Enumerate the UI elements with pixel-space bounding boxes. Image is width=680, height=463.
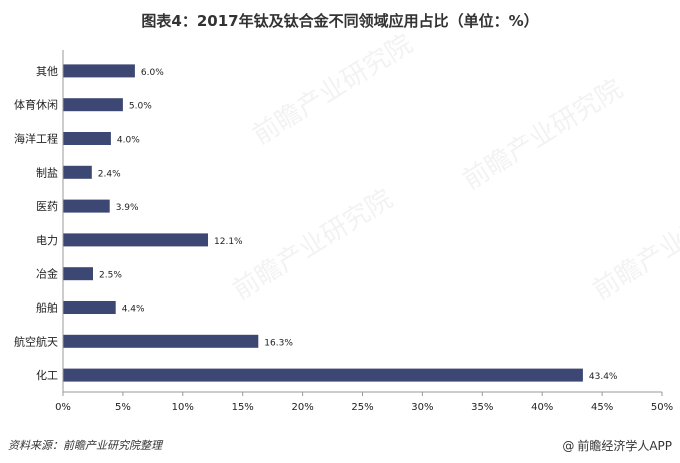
bar <box>63 233 208 247</box>
x-tick-label: 45% <box>591 402 613 413</box>
bar <box>63 165 92 179</box>
category-label: 海洋工程 <box>14 132 58 146</box>
bar <box>63 64 135 78</box>
x-tick-label: 35% <box>471 402 493 413</box>
value-label: 5.0% <box>129 102 152 112</box>
x-tick-label: 5% <box>115 402 131 413</box>
watermark-text: 前瞻产业研究院 <box>228 184 398 306</box>
watermark-text: 前瞻产业研究院 <box>588 184 680 306</box>
x-tick-label: 0% <box>55 402 71 413</box>
value-label: 43.4% <box>589 372 618 382</box>
value-label: 6.0% <box>141 68 164 78</box>
category-label: 电力 <box>36 234 58 247</box>
bar <box>63 368 583 382</box>
value-label: 16.3% <box>264 338 293 348</box>
x-tick-label: 25% <box>351 402 373 413</box>
x-tick-label: 30% <box>411 402 433 413</box>
value-label: 3.9% <box>116 203 139 213</box>
category-label: 冶金 <box>36 267 58 281</box>
category-label: 医药 <box>36 200 58 213</box>
bar <box>63 334 259 348</box>
value-label: 4.4% <box>122 305 145 315</box>
bars-group <box>63 64 583 382</box>
bar <box>63 301 116 314</box>
category-label: 制盐 <box>36 166 58 179</box>
value-labels-group: 6.0% 5.0% 4.0% 2.4% 3.9% 12.1% 2.5% 4.4% 16.3% 43… <box>98 68 618 382</box>
bar <box>63 98 123 112</box>
bar <box>63 199 110 213</box>
at-sign-icon: @ <box>562 438 575 453</box>
value-label: 2.5% <box>99 271 122 281</box>
watermark-text: 前瞻产业研究院 <box>248 29 418 151</box>
category-label: 船舶 <box>36 301 58 315</box>
brand-name: 前瞻经济学人APP <box>577 439 672 453</box>
x-tick-label: 50% <box>651 402 673 413</box>
watermark-text: 前瞻产业研究院 <box>458 74 628 196</box>
value-label: 12.1% <box>214 237 243 247</box>
x-tick-label: 40% <box>531 402 553 413</box>
value-label: 4.0% <box>117 136 140 146</box>
x-tick-label: 20% <box>291 402 313 413</box>
category-label: 其他 <box>36 65 58 78</box>
x-tick-label: 15% <box>232 402 254 413</box>
x-axis: 0% 5% 10% 15% 20% 25% 30% 35% 40% 45% 50% <box>55 50 673 413</box>
value-label: 2.4% <box>98 169 121 179</box>
brand-credit: @ 前瞻经济学人APP <box>562 437 672 454</box>
bar <box>63 267 93 281</box>
x-tick-label: 10% <box>172 402 194 413</box>
category-label: 体育休闲 <box>14 98 58 112</box>
bar <box>63 132 111 145</box>
source-note: 资料来源：前瞻产业研究院整理 <box>8 439 162 452</box>
category-label: 航空航天 <box>14 334 58 348</box>
category-label: 化工 <box>36 368 58 382</box>
chart-title: 图表4：2017年钛及钛合金不同领域应用占比（单位：%） <box>141 12 539 30</box>
